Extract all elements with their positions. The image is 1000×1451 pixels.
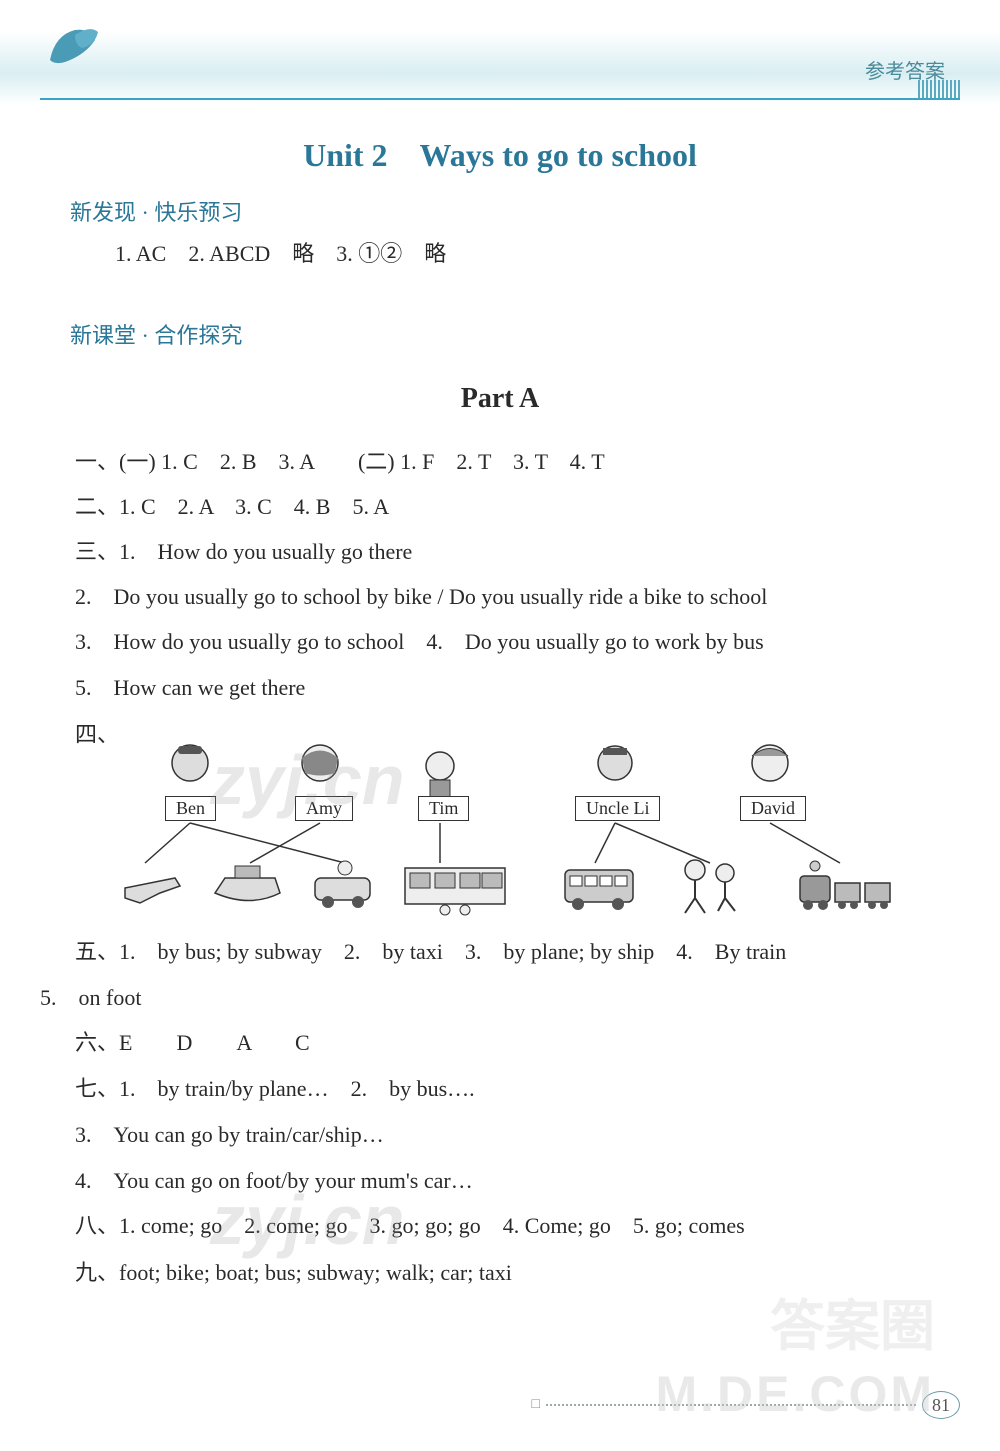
answer-line-6: 5. How can we get there — [75, 671, 305, 704]
character-tim-icon — [426, 752, 454, 798]
answer-line-14: 八、1. come; go 2. come; go 3. go; go; go … — [75, 1209, 745, 1242]
answer-line-15: 九、foot; bike; boat; bus; subway; walk; c… — [75, 1256, 512, 1289]
label-amy: Amy — [295, 796, 353, 821]
page-footer: □ 81 — [532, 1391, 960, 1419]
label-uncle-li: Uncle Li — [575, 796, 660, 821]
header-rule — [40, 98, 960, 100]
barcode-decoration — [918, 80, 960, 98]
label-david: David — [740, 796, 806, 821]
character-ben-icon — [172, 745, 208, 781]
answer-line-5: 3. How do you usually go to school 4. Do… — [75, 625, 764, 658]
part-a-title: Part A — [0, 383, 1000, 415]
answer-line-8: 五、1. by bus; by subway 2. by taxi 3. by … — [75, 935, 786, 968]
header-gradient — [0, 0, 1000, 105]
ship-icon — [215, 866, 280, 901]
subway-icon — [405, 868, 505, 915]
section-explore-title: 新课堂 · 合作探究 — [70, 318, 242, 350]
character-amy-icon — [302, 745, 338, 781]
answer-line-12: 3. You can go by train/car/ship… — [75, 1118, 384, 1151]
answer-line-9: 5. on foot — [40, 981, 141, 1014]
character-david-icon — [752, 745, 788, 781]
walk-icon — [685, 860, 735, 913]
preview-answers: 1. AC 2. ABCD 略 3. ①② 略 — [115, 237, 446, 270]
matching-diagram: Ben Amy Tim Uncle Li David — [120, 738, 930, 918]
answer-line-3: 三、1. How do you usually go there — [75, 535, 412, 568]
label-ben: Ben — [165, 796, 216, 821]
answer-line-2: 二、1. C 2. A 3. C 4. B 5. A — [75, 490, 389, 523]
section-preview-title: 新发现 · 快乐预习 — [70, 195, 242, 227]
leaf-icon — [40, 20, 105, 75]
page-number: 81 — [922, 1391, 960, 1419]
taxi-icon — [315, 861, 370, 908]
answer-line-10: 六、E D A C — [75, 1026, 310, 1059]
train-icon — [800, 861, 890, 910]
answer-line-13: 4. You can go on foot/by your mum's car… — [75, 1164, 473, 1197]
answer-line-4: 2. Do you usually go to school by bike /… — [75, 580, 767, 613]
character-uncle-li-icon — [598, 746, 632, 780]
plane-icon — [125, 878, 180, 903]
bus-icon — [565, 870, 633, 910]
answer-line-1: 一、(一) 1. C 2. B 3. A (二) 1. F 2. T 3. T … — [75, 445, 605, 478]
watermark-4: 答案圈 — [770, 1281, 935, 1361]
answer-line-7: 四、 — [75, 718, 119, 751]
answer-line-11: 七、1. by train/by plane… 2. by bus…. — [75, 1072, 475, 1105]
unit-title: Unit 2 Ways to go to school — [0, 130, 1000, 176]
label-tim: Tim — [418, 796, 469, 821]
